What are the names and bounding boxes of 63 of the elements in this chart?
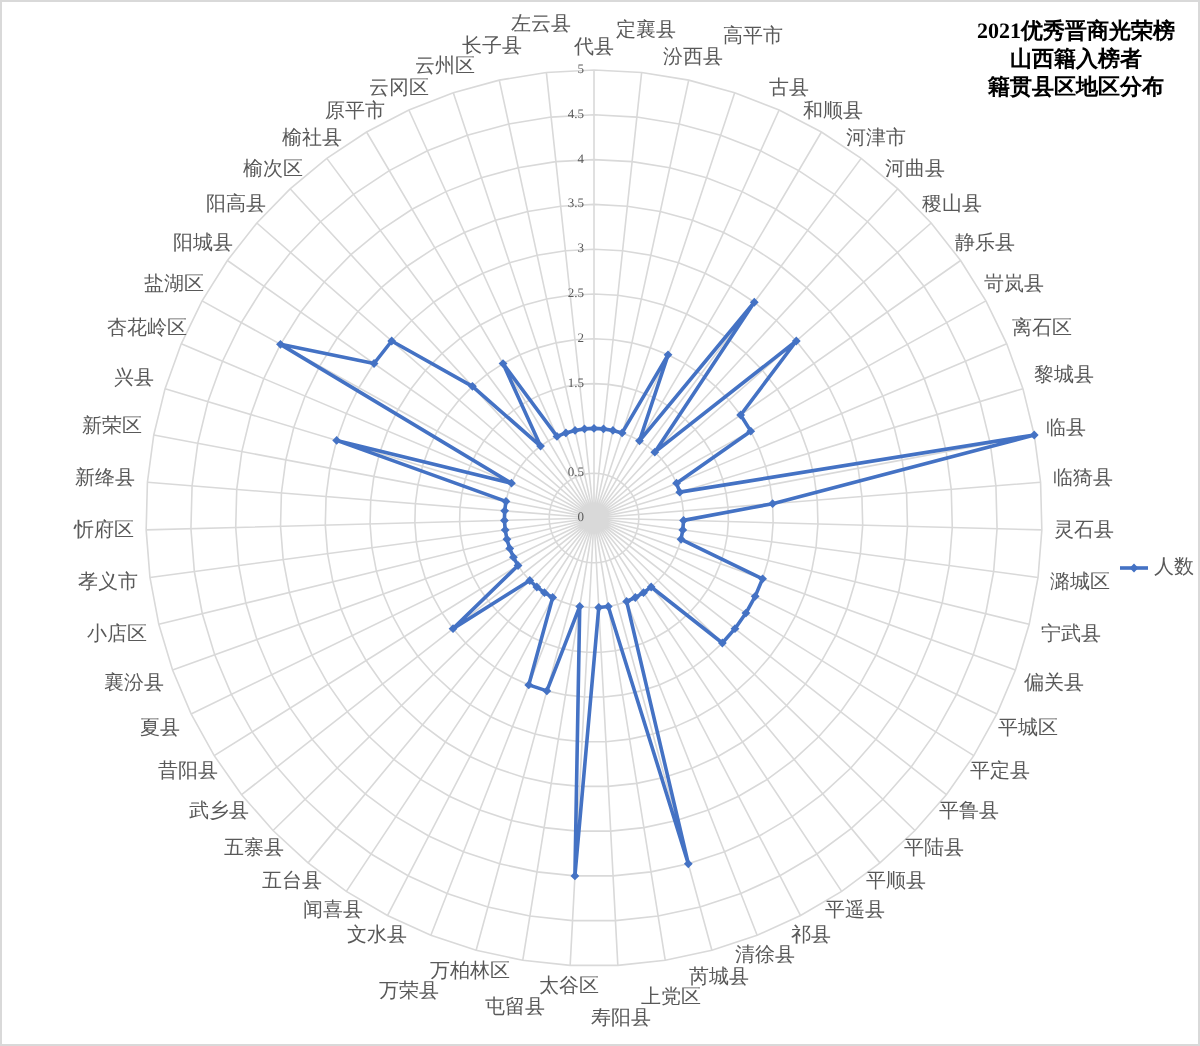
spoke-label: 河曲县 (885, 157, 946, 181)
spoke-label: 闻喜县 (303, 898, 364, 923)
spoke-label: 汾西县 (663, 45, 724, 70)
spoke-label: 盐湖区 (143, 272, 204, 297)
spoke-label: 阳城县 (173, 230, 234, 255)
spoke-label: 河津市 (845, 125, 906, 150)
spoke-label: 清徐县 (735, 943, 796, 968)
spoke-label: 昔阳县 (158, 759, 219, 783)
title: 2021优秀晋商光荣榜 (975, 18, 1177, 46)
spoke-label: 稷山县 (921, 192, 982, 217)
spoke-label: 忻府区 (72, 518, 135, 543)
spoke-label: 原平市 (324, 98, 385, 123)
spoke-label: 宁武县 (1040, 621, 1101, 646)
spoke-label: 长子县 (462, 33, 523, 58)
spoke-label: 左云县 (511, 11, 572, 36)
spoke-label: 离石区 (1011, 316, 1072, 341)
spoke-label: 平陆县 (903, 835, 964, 860)
spoke-label: 和顺县 (803, 98, 864, 123)
spoke-label: 临县 (1046, 416, 1087, 440)
spoke-label: 高平市 (723, 24, 784, 49)
spoke-label: 阳高县 (206, 192, 267, 217)
spoke-label: 兴县 (113, 366, 154, 391)
spoke-label: 偏关县 (1024, 671, 1085, 696)
spoke-label: 万荣县 (378, 978, 439, 1003)
subtitle: 山西籍入榜者籍贯县区地区分布 (986, 46, 1166, 102)
spoke-label: 榆社县 (282, 125, 343, 150)
spoke-label: 祁县 (791, 923, 832, 948)
legend: 人数 (1120, 557, 1194, 579)
legend-label: 人数 (1154, 557, 1194, 579)
spoke-label: 武乡县 (189, 799, 250, 824)
spoke-label: 平顺县 (865, 871, 926, 894)
spoke-label: 新荣区 (81, 414, 142, 439)
spoke-label: 襄汾县 (103, 671, 164, 696)
spoke-label: 云冈区 (369, 78, 430, 101)
spoke-label: 芮城县 (689, 964, 750, 989)
spoke-label: 平定县 (969, 759, 1030, 783)
spoke-label: 临猗县 (1052, 465, 1113, 490)
spoke-label: 上党区 (641, 984, 702, 1009)
spoke-label: 古县 (768, 76, 809, 101)
spoke-label: 榆次区 (242, 157, 303, 181)
spoke-label: 定襄县 (616, 17, 677, 42)
spoke-label: 灵石县 (1053, 520, 1114, 543)
spoke-label: 寿阳县 (590, 1008, 651, 1031)
spoke-label: 静乐县 (954, 230, 1015, 255)
spoke-label: 平城区 (998, 716, 1059, 741)
spoke-label: 文水县 (346, 923, 407, 948)
spoke-label: 云州区 (414, 54, 475, 79)
spoke-label: 太谷区 (538, 974, 599, 999)
spoke-label: 万柏林区 (430, 958, 511, 983)
spoke-label: 平鲁县 (938, 799, 999, 824)
spoke-label: 岢岚县 (984, 272, 1045, 297)
spoke-label: 杏花岭区 (106, 316, 187, 341)
spoke-label: 潞城区 (1049, 570, 1110, 595)
spoke-label: 平遥县 (824, 898, 885, 923)
spoke-label: 屯留县 (485, 994, 546, 1019)
spoke-label: 代县 (572, 37, 614, 59)
spoke-label: 小店区 (87, 621, 148, 646)
spoke-label: 孝义市 (78, 570, 139, 595)
spoke-label: 五台县 (262, 869, 323, 894)
spoke-label: 五寨县 (224, 835, 285, 860)
spoke-label: 黎城县 (1034, 363, 1095, 388)
spoke-label: 夏县 (140, 717, 181, 740)
spoke-label: 新绛县 (75, 465, 136, 490)
